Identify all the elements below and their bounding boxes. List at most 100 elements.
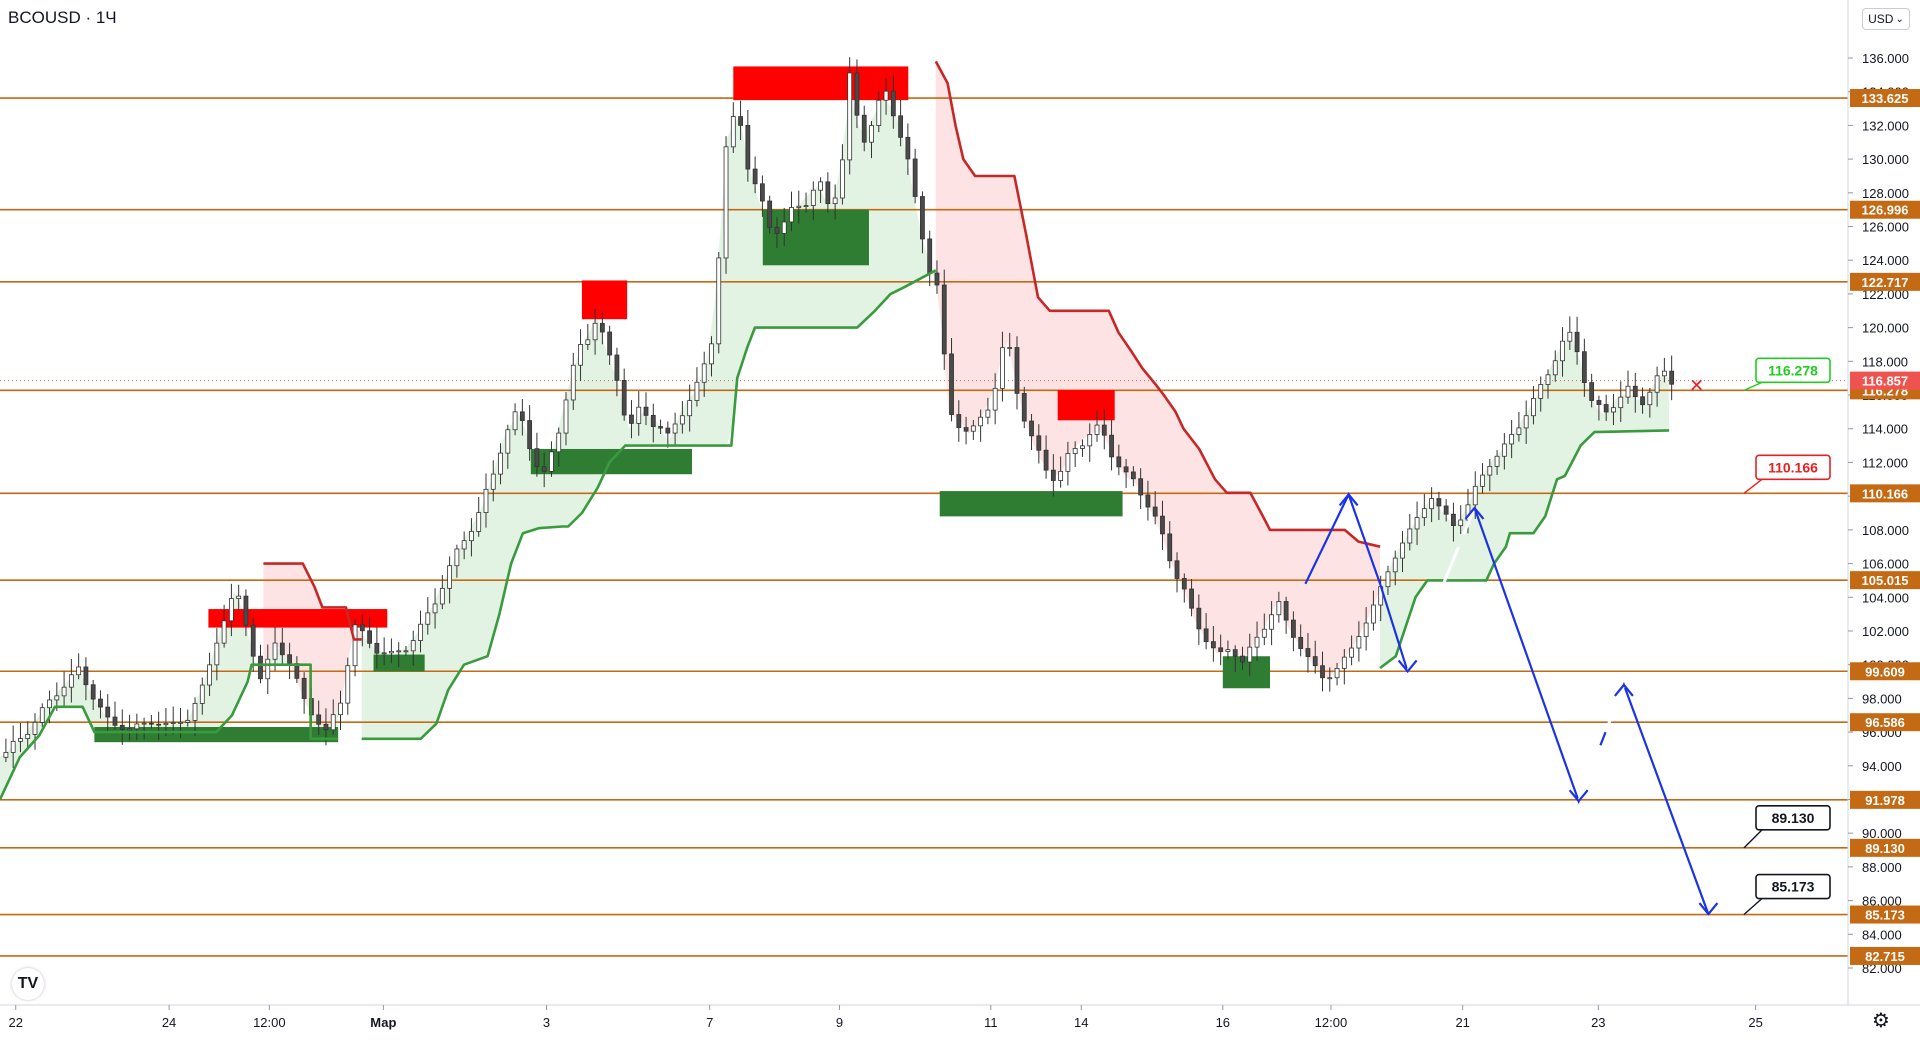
candle-body [1356,636,1362,649]
candle-body [781,221,787,234]
supertrend-line-up-2 [361,269,937,741]
time-tick-label: 12:00 [1315,1015,1348,1030]
candle-body [148,722,154,725]
candle-body [1283,601,1289,621]
candle-body [541,466,547,472]
tradingview-logo[interactable]: TV [12,968,44,1000]
candle-body [585,339,591,345]
candle-body [192,703,198,721]
candle-body [1123,466,1129,473]
candle-body [1196,607,1202,630]
candle-body [1494,455,1500,467]
time-tick-label: 12:00 [253,1015,286,1030]
zone-green-7 [762,209,869,266]
candle-body [396,650,402,653]
candle-body [912,158,918,197]
level-label-bg-6 [1850,662,1920,681]
level-label-0: 133.625 [1862,91,1909,106]
projection-segment-dashed-3 [1577,684,1626,802]
level-label-bg-10 [1850,905,1920,924]
price-tick-label: 108.000 [1862,523,1909,538]
projection-arrowhead-5 [1698,902,1719,916]
price-tick-label: 90.000 [1862,826,1902,841]
candle-body [1021,392,1027,422]
candle-body [1327,677,1333,680]
candle-body [141,722,147,725]
candle-body [650,414,656,427]
candle-body [527,420,533,450]
candle-body [643,406,649,416]
candle-body [1109,434,1114,458]
time-tick-label: Мар [370,1015,396,1030]
supertrend-line-up-0 [0,663,339,801]
candle-body [752,168,758,185]
candle-body [672,423,678,434]
zone-red-1 [581,280,628,320]
candle-body [679,415,685,425]
candle-body [403,650,409,653]
candle-body [1618,396,1624,409]
candle-body [1000,347,1005,389]
callout-label-0: 116.278 [1768,362,1818,378]
candle-body [861,114,867,143]
candle-body [992,387,998,411]
candle-body [425,612,431,625]
candle-body [927,238,933,274]
callout-label-3: 85.173 [1772,879,1815,895]
candle-body [47,699,52,709]
candle-body [1334,667,1340,679]
candle-body [607,331,613,356]
symbol-title[interactable]: BCOUSD · 1Ч [8,8,117,27]
projection-arrowhead-0 [1338,492,1359,507]
callout-pointer-2 [1743,829,1763,849]
price-tick-label: 130.000 [1862,152,1909,167]
time-tick-label: 25 [1748,1015,1762,1030]
candle-body [352,624,358,667]
level-label-9: 89.130 [1865,841,1905,856]
candle-body [1218,647,1224,652]
last-price-label-bg [1850,371,1920,390]
price-tick-label: 128.000 [1862,186,1909,201]
candle-body [1145,494,1151,508]
candle-body [1058,470,1064,481]
price-axis-background [1848,0,1920,1040]
level-label-bg-7 [1850,713,1920,732]
time-axis-background [0,1005,1920,1040]
candle-body [869,125,874,143]
candle-body [978,416,984,427]
candle-body [279,642,285,656]
candle-body [1669,370,1675,385]
candle-body [1421,508,1427,518]
candle-body [1647,391,1653,406]
zone-green-8 [939,491,1123,517]
level-label-bg-0 [1850,89,1920,108]
candle-body [956,414,962,428]
candle-body [687,400,693,417]
candle-body [18,738,23,742]
candle-body [1451,513,1456,527]
candle-body [949,353,954,415]
candle-body [272,642,278,660]
candle-body [963,427,969,432]
gear-icon[interactable]: ⚙ [1872,1008,1890,1032]
candle-body [876,99,882,126]
candle-body [410,640,416,652]
candle-body [519,411,525,421]
candle-body [1385,571,1391,588]
candle-body [854,72,860,116]
candle-body [1298,636,1304,649]
candle-body [1560,340,1565,362]
candle-body [185,720,191,723]
candle-body [1254,636,1260,648]
zone-red-3 [1057,389,1115,421]
candle-body [796,205,802,208]
supertrend-fill-1 [263,563,362,727]
candle-body [1509,434,1515,445]
callout-label-2: 89.130 [1772,810,1815,826]
projection-arrowhead-4 [1614,683,1634,697]
candle-body [614,354,620,381]
time-tick-label: 16 [1216,1015,1230,1030]
candle-body [1581,351,1587,383]
currency-button[interactable]: USD ⌄ [1862,8,1910,30]
